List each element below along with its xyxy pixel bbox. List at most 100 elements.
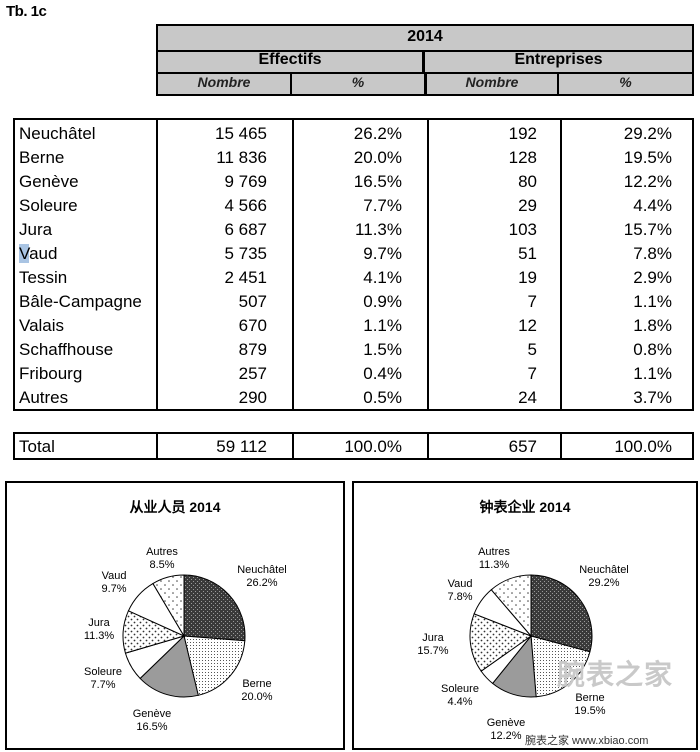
pie-label-jura: Jura (422, 632, 444, 644)
table-header: 2014 Effectifs Entreprises Nombre % Nomb… (156, 24, 694, 96)
row-eff-num: 11 836 (216, 148, 267, 167)
pie-slice-jura (469, 613, 533, 672)
total-eff-num: 59 112 (216, 437, 267, 456)
row-ent-num: 29 (518, 196, 537, 215)
pie-value-vaud: 9.7% (101, 583, 126, 595)
row-name: Berne (19, 148, 65, 167)
pie-value-geneve: 12.2% (490, 730, 521, 742)
row-name: Genève (19, 172, 79, 191)
pie-label-neuchatel: Neuchâtel (579, 564, 629, 576)
row-name: Valais (19, 316, 65, 335)
row-eff-pct: 1.5% (363, 340, 402, 359)
header-pct-effectifs: % (292, 72, 427, 94)
table-row: Jura 6 687 11.3% 103 15.7% (15, 218, 692, 242)
pie-value-autres: 8.5% (149, 559, 174, 571)
row-name: Jura (19, 220, 53, 239)
header-effectifs: Effectifs (158, 50, 425, 72)
table-row: Autres 290 0.5% 24 3.7% (15, 386, 692, 410)
row-eff-num: 507 (238, 292, 267, 311)
row-eff-pct: 0.9% (363, 292, 402, 311)
header-pct-entreprises: % (619, 74, 632, 90)
header-nombre-effectifs: Nombre (158, 72, 292, 94)
pie-label-berne: Berne (575, 692, 604, 704)
total-ent-pct: 100.0% (614, 437, 672, 456)
row-ent-pct: 1.8% (633, 316, 672, 335)
row-ent-num: 12 (518, 316, 537, 335)
pie-value-neuchatel: 29.2% (588, 577, 619, 589)
pie-slice-autres (490, 574, 532, 638)
header-entreprises: Entreprises (514, 51, 603, 68)
table-row: Neuchâtel 15 465 26.2% 192 29.2% (15, 122, 692, 146)
row-ent-pct: 0.8% (633, 340, 672, 359)
row-ent-pct: 19.5% (623, 148, 672, 167)
row-ent-pct: 2.9% (633, 268, 672, 287)
header-year: 2014 (407, 28, 443, 45)
pie-label-soleure: Soleure (441, 683, 479, 695)
pie-title-entreprises: 钟表企业 2014 (479, 499, 571, 515)
pie-slice-geneve (139, 635, 199, 698)
row-ent-pct: 1.1% (633, 364, 672, 383)
pie-value-vaud: 7.8% (447, 591, 472, 603)
table-row: Valais 670 1.1% 12 1.8% (15, 314, 692, 338)
table-row: Soleure 4 566 7.7% 29 4.4% (15, 194, 692, 218)
pie-label-geneve: Genève (133, 708, 172, 720)
row-ent-num: 80 (518, 172, 537, 191)
row-name: Bâle-Campagne (19, 292, 142, 311)
row-ent-num: 7 (527, 364, 537, 383)
pie-label-vaud: Vaud (448, 578, 473, 590)
table-row: Fribourg 257 0.4% 7 1.1% (15, 362, 692, 386)
header-year-row: 2014 (158, 26, 692, 52)
pie-value-jura: 11.3% (84, 630, 115, 642)
row-eff-pct: 0.5% (363, 388, 402, 407)
pie-label-autres: Autres (478, 546, 510, 558)
row-ent-num: 192 (508, 124, 537, 143)
row-eff-pct: 7.7% (363, 196, 402, 215)
row-name: Neuchâtel (19, 124, 96, 143)
pie-value-geneve: 16.5% (136, 721, 167, 733)
header-sub-row: Nombre % Nombre % (158, 72, 692, 94)
row-eff-num: 670 (238, 316, 267, 335)
pie-label-autres: Autres (146, 546, 178, 558)
table-row: Tessin 2 451 4.1% 19 2.9% (15, 266, 692, 290)
pie-label-vaud: Vaud (102, 570, 127, 582)
row-ent-num: 24 (518, 388, 537, 407)
row-eff-num: 5 735 (224, 244, 267, 263)
pie-panel-entreprises: 钟表企业 2014 Neuchâtel 29.2% Berne 19.5% Genève… (352, 481, 698, 750)
footer-site-label: 腕表之家 www.xbiao.com (525, 735, 649, 747)
row-eff-num: 879 (238, 340, 267, 359)
row-eff-num: 6 687 (224, 220, 267, 239)
row-name: Autres (19, 388, 69, 407)
row-eff-num: 4 566 (224, 196, 267, 215)
table-row: Berne 11 836 20.0% 128 19.5% (15, 146, 692, 170)
total-label: Total (19, 437, 55, 456)
row-name: Tessin (19, 268, 68, 287)
pie-slice-berne (530, 635, 591, 698)
row-ent-num: 103 (508, 220, 537, 239)
row-name: Soleure (19, 196, 78, 215)
row-ent-num: 51 (518, 244, 537, 263)
pie-value-neuchatel: 26.2% (246, 577, 277, 589)
row-eff-pct: 11.3% (355, 220, 402, 239)
pie-label-geneve: Genève (487, 717, 526, 729)
row-ent-pct: 1.1% (633, 292, 672, 311)
pie-slice-neuchatel (183, 574, 246, 642)
pie-value-soleure: 4.4% (447, 696, 472, 708)
row-ent-num: 128 (508, 148, 537, 167)
row-ent-num: 19 (518, 268, 537, 287)
total-row: Total 59 112 100.0% 657 100.0% (13, 432, 694, 460)
watermark: 腕表之家 (557, 659, 674, 690)
pie-label-soleure: Soleure (84, 666, 122, 678)
row-ent-pct: 15.7% (623, 220, 672, 239)
pie-label-neuchatel: Neuchâtel (237, 564, 287, 576)
row-ent-pct: 3.7% (633, 388, 672, 407)
pie-panel-effectifs: 从业人员 2014 Neuchâtel 26.2% Berne 20.0% Genève… (5, 481, 345, 750)
row-ent-pct: 7.8% (633, 244, 672, 263)
row-eff-pct: 20.0% (353, 148, 402, 167)
row-eff-pct: 1.1% (363, 316, 402, 335)
row-eff-num: 290 (238, 388, 267, 407)
row-eff-num: 257 (238, 364, 267, 383)
data-table: Neuchâtel 15 465 26.2% 192 29.2% Berne 11 836 2… (13, 118, 694, 411)
table-row: Vaud 5 735 9.7% 51 7.8% (15, 242, 692, 266)
row-eff-num: 2 451 (224, 268, 267, 287)
